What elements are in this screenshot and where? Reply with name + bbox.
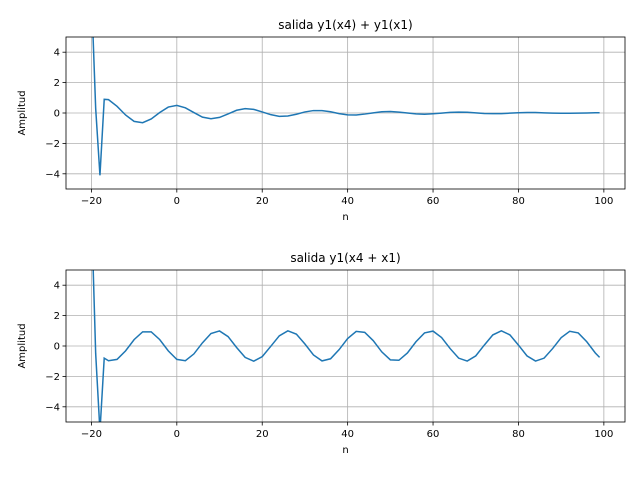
y-axis-label: Amplitud [17, 90, 28, 135]
y-tick-label: 2 [54, 311, 60, 322]
x-tick-label: 60 [427, 429, 440, 440]
y-axis-label: Amplitud [17, 323, 28, 368]
y-tick-label: −4 [45, 402, 60, 413]
x-tick-label: 80 [512, 196, 525, 207]
data-line [92, 37, 600, 176]
y-tick-label: 4 [54, 48, 60, 59]
x-tick-label: 80 [512, 429, 525, 440]
x-tick-label: 0 [174, 196, 180, 207]
axes-frame [65, 269, 626, 423]
x-tick-label: 40 [341, 196, 354, 207]
x-tick-label: 100 [594, 429, 613, 440]
x-axis-label: n [342, 445, 348, 456]
x-tick-label: 100 [594, 196, 613, 207]
y-tick-label: −4 [45, 169, 60, 180]
y-tick-label: −2 [45, 372, 60, 383]
y-tick-label: 0 [54, 342, 60, 353]
y-tick-label: −2 [45, 139, 60, 150]
x-axis-label: n [342, 212, 348, 223]
y-tick-label: 4 [54, 281, 60, 292]
data-line [92, 270, 601, 422]
chart-title: salida y1(x4) + y1(x1) [278, 18, 412, 32]
x-tick-label: −20 [81, 196, 102, 207]
x-tick-label: −20 [81, 429, 102, 440]
axes-frame [65, 36, 626, 190]
y-tick-label: 0 [54, 109, 60, 120]
x-tick-label: 0 [174, 429, 180, 440]
x-tick-label: 20 [256, 196, 269, 207]
y-tick-label: 2 [54, 78, 60, 89]
chart-title: salida y1(x4 + x1) [290, 251, 400, 265]
x-tick-label: 60 [427, 196, 440, 207]
x-tick-label: 20 [256, 429, 269, 440]
x-tick-label: 40 [341, 429, 354, 440]
